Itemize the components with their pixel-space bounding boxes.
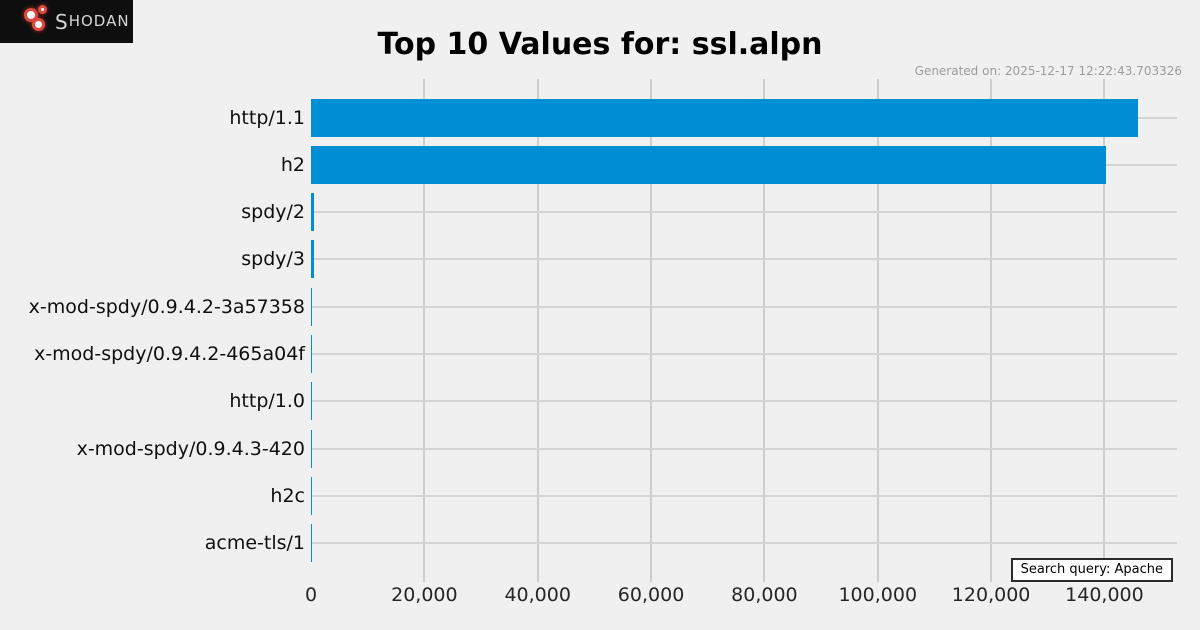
x-axis-tick-label: 0: [304, 584, 318, 606]
bar-chart-plot-area: [311, 79, 1177, 582]
chart-bar: [311, 145, 1106, 184]
grid-line-horizontal: [311, 258, 1177, 261]
y-axis-label: h2: [280, 153, 305, 176]
chart-bar: [311, 193, 314, 232]
y-axis-label: spdy/2: [241, 201, 305, 224]
x-axis-tick-label: 20,000: [391, 584, 458, 606]
x-axis-tick-label: 140,000: [1065, 584, 1144, 606]
logo-text-rest: HODAN: [68, 11, 130, 30]
shodan-logo-icon: [0, 0, 55, 43]
y-axis-label: http/1.0: [229, 390, 305, 413]
grid-line-vertical: [763, 79, 766, 582]
grid-line-horizontal: [311, 211, 1177, 214]
logo-text-initial: S: [55, 9, 69, 34]
y-axis-label: x-mod-spdy/0.9.4.2-3a57358: [28, 295, 305, 318]
generated-timestamp: Generated on: 2025-12-17 12:22:43.703326: [914, 64, 1182, 78]
grid-line-horizontal: [311, 305, 1177, 308]
chart-bar: [311, 98, 1138, 137]
x-axis-tick-label: 60,000: [617, 584, 685, 606]
y-axis-label: acme-tls/1: [204, 532, 305, 555]
x-axis-tick-label: 40,000: [504, 584, 571, 606]
y-axis-labels: http/1.1 h2 spdy/2 spdy/3 x-mod-spdy/0.9.4.2…: [0, 79, 305, 570]
chart-bar: [311, 240, 314, 279]
y-axis-label: spdy/3: [241, 248, 305, 271]
chart-bar: [311, 287, 312, 326]
x-axis-tick-label: 100,000: [838, 584, 918, 606]
y-axis-label: x-mod-spdy/0.9.4.2-465a04f: [34, 343, 305, 365]
chart-bar: [311, 382, 312, 421]
page-title: Top 10 Values for: ssl.alpn: [377, 27, 823, 62]
grid-line-horizontal: [311, 542, 1177, 545]
grid-line-vertical: [876, 79, 879, 582]
x-axis-tick-label: 120,000: [951, 584, 1031, 606]
grid-line-horizontal: [311, 400, 1177, 403]
y-axis-label: h2c: [270, 484, 305, 507]
shodan-logo[interactable]: S HODAN: [0, 0, 133, 43]
search-query-badge: Search query: Apache: [1010, 558, 1173, 582]
y-axis-label: x-mod-spdy/0.9.4.3-420: [76, 437, 305, 460]
grid-line-vertical: [536, 79, 539, 582]
grid-line-vertical: [423, 79, 426, 582]
x-axis-tick-labels: 0 20,000 40,000 60,000 80,000 100,000 120,000 1…: [0, 584, 1200, 610]
logo-circle: [32, 18, 45, 31]
grid-line-vertical: [1103, 79, 1106, 582]
x-axis-tick-label: 80,000: [731, 584, 798, 606]
chart-bar: [311, 335, 312, 373]
grid-line-horizontal: [311, 353, 1177, 355]
shodan-logo-text: S HODAN: [55, 0, 130, 43]
grid-line-horizontal: [311, 447, 1177, 450]
grid-line-vertical: [990, 79, 993, 582]
grid-line-horizontal: [311, 494, 1177, 497]
grid-line-vertical: [650, 79, 653, 582]
logo-circle: [38, 5, 47, 14]
y-axis-label: http/1.1: [229, 106, 305, 129]
